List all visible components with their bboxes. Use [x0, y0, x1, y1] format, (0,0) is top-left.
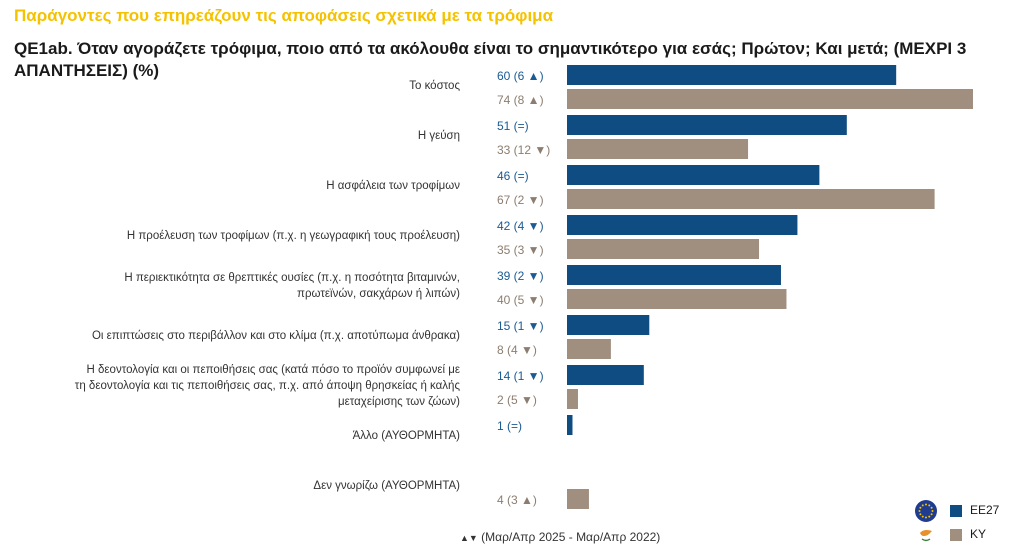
eu-flag-icon: [915, 500, 937, 522]
category-label: Η προέλευση των τροφίμων (π.χ. η γεωγραφ…: [127, 230, 460, 242]
value-label-eu27: 46 (=): [497, 169, 529, 183]
bar-cy: [567, 389, 578, 409]
category-label: Το κόστος: [409, 80, 460, 92]
up-down-triangle-icon: ▲▼: [460, 533, 478, 543]
bar-eu27: [567, 315, 650, 335]
category-label: Δεν γνωρίζω (ΑΥΘΟΡΜΗΤΑ): [313, 480, 460, 492]
value-label-cy: 35 (3 ▼): [497, 243, 544, 257]
legend-swatch-eu27: [950, 505, 962, 517]
value-label-cy: 2 (5 ▼): [497, 393, 537, 407]
bar-eu27: [567, 215, 798, 235]
value-label-eu27: 15 (1 ▼): [497, 319, 544, 333]
category-label: Η περιεκτικότητα σε θρεπτικές ουσίες (π.…: [124, 272, 460, 300]
cyprus-flag-icon: [920, 529, 932, 542]
bar-eu27: [567, 115, 847, 135]
bar-eu27: [567, 265, 781, 285]
value-label-cy: 4 (3 ▲): [497, 493, 537, 507]
value-label-eu27: 14 (1 ▼): [497, 369, 544, 383]
category-label: Άλλο (ΑΥΘΟΡΜΗΤΑ): [353, 430, 461, 442]
bar-cy: [567, 189, 935, 209]
footnote: ▲▼ (Μαρ/Απρ 2025 - Μαρ/Απρ 2022): [460, 530, 660, 544]
bar-cy: [567, 139, 749, 159]
value-label-cy: 74 (8 ▲): [497, 93, 544, 107]
value-label-eu27: 39 (2 ▼): [497, 269, 544, 283]
legend-label-cy: ΚΥ: [970, 527, 987, 541]
legend-label-eu27: ΕΕ27: [970, 503, 1000, 517]
category-label: Η ασφάλεια των τροφίμων: [326, 180, 460, 192]
bar-eu27: [567, 365, 644, 385]
legend: ΕΕ27 ΚΥ: [914, 500, 1014, 545]
value-label-eu27: 1 (=): [497, 419, 522, 433]
bar-cy: [567, 489, 589, 509]
category-label: Η γεύση: [418, 130, 460, 142]
value-label-cy: 40 (5 ▼): [497, 293, 544, 307]
bar-cy: [567, 89, 973, 109]
category-label: Οι επιπτώσεις στο περιβάλλον και στο κλί…: [92, 330, 460, 342]
bar-cy: [567, 339, 611, 359]
value-label-cy: 33 (12 ▼): [497, 143, 550, 157]
legend-item-eu27: ΕΕ27: [914, 500, 1014, 522]
footnote-text: (Μαρ/Απρ 2025 - Μαρ/Απρ 2022): [481, 530, 661, 544]
legend-item-cy: ΚΥ: [914, 525, 1014, 545]
header-title: Παράγοντες που επηρεάζουν τις αποφάσεις …: [14, 6, 554, 25]
bar-cy: [567, 239, 760, 259]
value-label-cy: 67 (2 ▼): [497, 193, 544, 207]
bar-cy: [567, 289, 787, 309]
bar-eu27: [567, 415, 573, 435]
bar-eu27: [567, 165, 820, 185]
value-label-cy: 8 (4 ▼): [497, 343, 537, 357]
value-label-eu27: 42 (4 ▼): [497, 219, 544, 233]
value-label-eu27: 51 (=): [497, 119, 529, 133]
value-label-eu27: 60 (6 ▲): [497, 69, 544, 83]
question-text: QE1ab. Όταν αγοράζετε τρόφιμα, ποιο από …: [14, 39, 967, 80]
legend-swatch-cy: [950, 529, 962, 541]
bar-eu27: [567, 65, 897, 85]
category-label: Η δεοντολογία και οι πεποιθήσεις σας (κα…: [75, 364, 461, 408]
